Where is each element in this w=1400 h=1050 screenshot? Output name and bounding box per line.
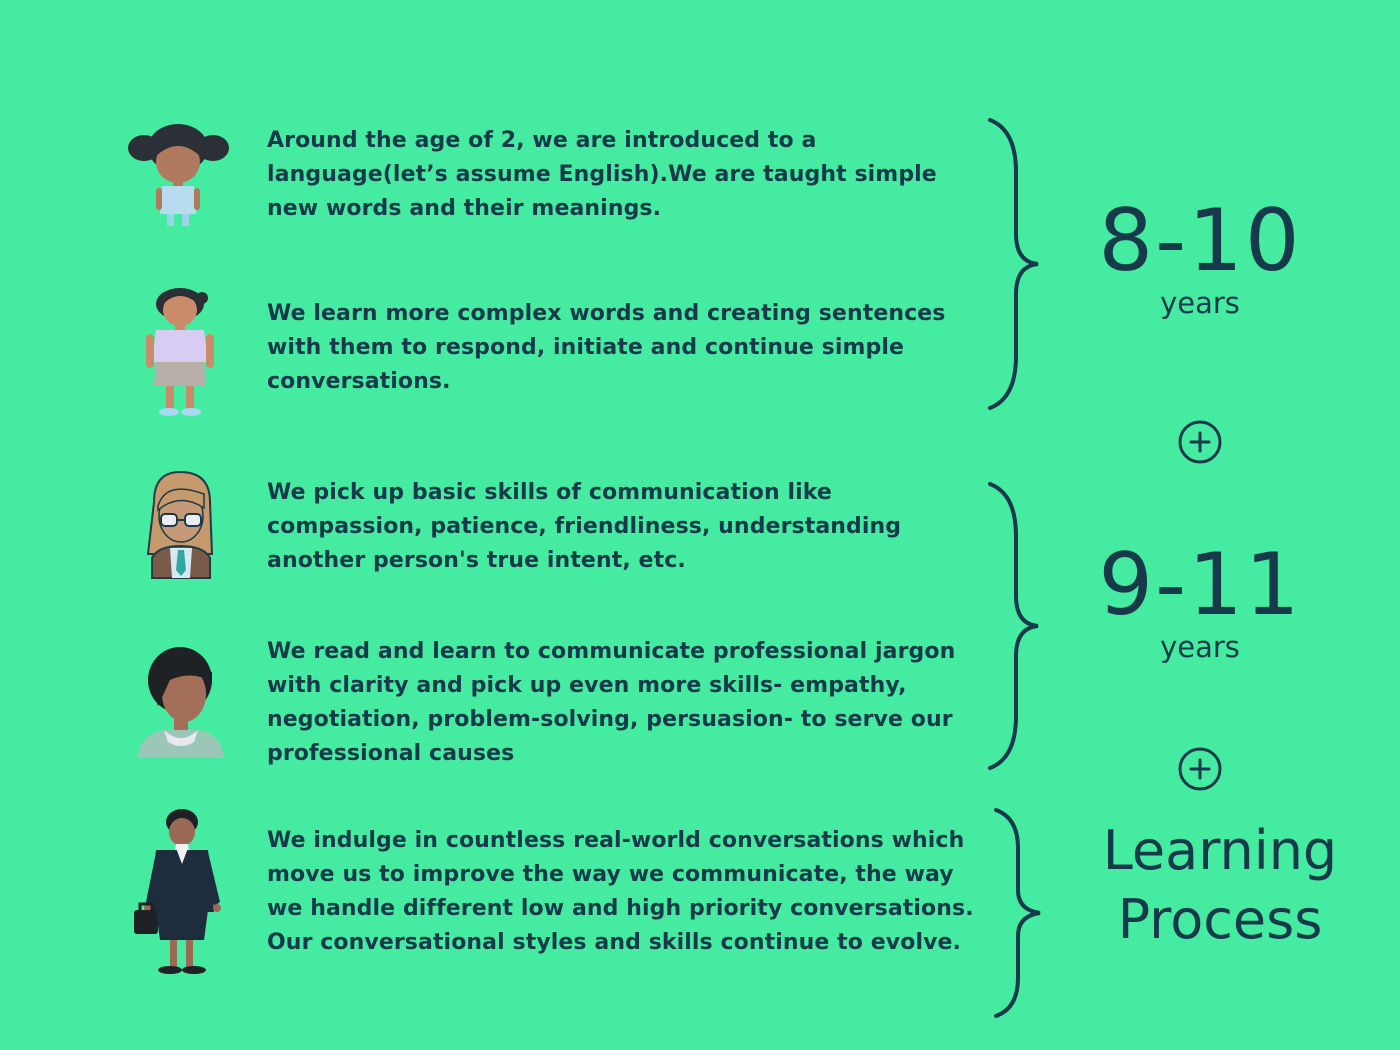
stage-text-child: We learn more complex words and creating… <box>267 301 946 394</box>
learning-process-label: Learning Process <box>1080 816 1360 954</box>
young-woman-icon <box>118 646 242 758</box>
age-range-unit: years <box>1160 630 1240 664</box>
plus-circle-icon <box>1178 420 1222 464</box>
teen-girl-icon <box>118 470 242 580</box>
age-range-unit: years <box>1160 286 1240 320</box>
stage-text-professional: We indulge in countless real-world conve… <box>267 828 974 955</box>
learning-process-line-1: Learning <box>1102 819 1338 882</box>
age-range-value: 8-10 <box>1098 191 1302 291</box>
age-range-group-1: 8-10 years <box>1080 196 1320 320</box>
businesswoman-icon <box>118 806 242 976</box>
curly-brace-icon <box>988 482 1039 770</box>
plus-circle-icon <box>1178 747 1222 791</box>
child-girl-icon <box>118 284 242 418</box>
stage-text-young-adult: We read and learn to communicate profess… <box>267 639 956 766</box>
age-range-value: 9-11 <box>1098 535 1302 635</box>
curly-brace-icon <box>994 808 1041 1018</box>
toddler-girl-icon <box>118 118 242 228</box>
curly-brace-icon <box>988 118 1039 410</box>
learning-process-line-2: Process <box>1117 888 1323 951</box>
stage-text-teen: We pick up basic skills of communication… <box>267 480 902 573</box>
stage-text-toddler: Around the age of 2, we are introduced t… <box>267 128 937 221</box>
age-range-group-2: 9-11 years <box>1080 540 1320 664</box>
